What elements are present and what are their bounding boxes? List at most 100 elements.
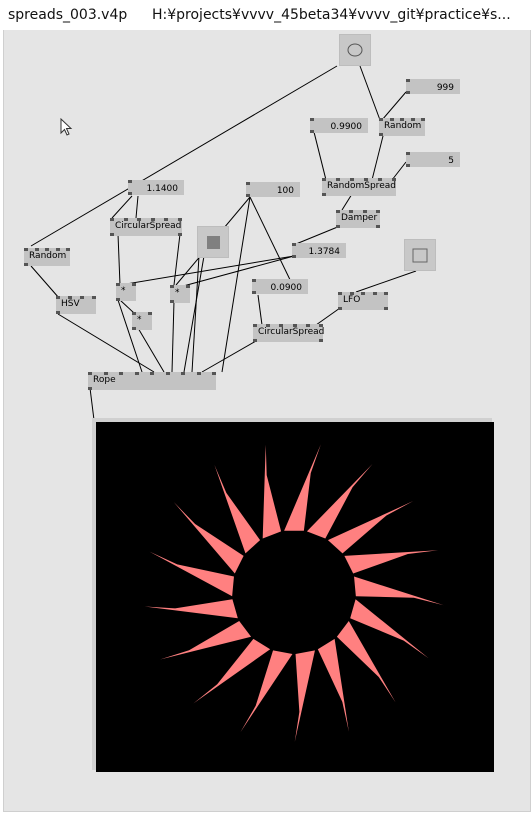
iobox-input-pins[interactable]: [246, 182, 300, 185]
node-label: *: [121, 286, 126, 296]
mouse-pointer-icon: [60, 118, 73, 136]
color-box[interactable]: [197, 226, 229, 258]
node-label: Random: [29, 251, 67, 261]
node-input-pins[interactable]: [116, 283, 136, 286]
node-output-pins[interactable]: [56, 311, 96, 314]
node-multiply-3[interactable]: *: [132, 312, 152, 330]
node-label: *: [137, 315, 142, 325]
node-label: RandomSpread: [327, 181, 396, 191]
iobox-input-pins[interactable]: [128, 180, 184, 183]
node-input-pins[interactable]: [24, 248, 70, 251]
renderer-view[interactable]: [96, 422, 494, 772]
node-output-pins[interactable]: [379, 133, 425, 136]
filled-square-icon: [207, 236, 220, 249]
star-spike: [193, 638, 271, 704]
star-spike: [344, 550, 439, 574]
node-input-pins[interactable]: [110, 218, 182, 221]
node-input-pins[interactable]: [322, 178, 396, 181]
iobox-output-pins[interactable]: [406, 91, 460, 94]
node-input-pins[interactable]: [338, 292, 388, 295]
node-label: *: [175, 288, 180, 298]
iobox-output-pins[interactable]: [406, 164, 460, 167]
node-rope[interactable]: Rope: [88, 372, 216, 390]
iobox-value: 1.1400: [146, 184, 179, 194]
iobox-input-pins[interactable]: [292, 243, 346, 246]
iobox-output-pins[interactable]: [128, 192, 184, 195]
title-bar: spreads_003.v4p H:¥projects¥vvvv_45beta3…: [0, 0, 532, 30]
iobox-input-pins[interactable]: [310, 118, 368, 121]
node-input-pins[interactable]: [88, 372, 216, 375]
node-input-pins[interactable]: [336, 210, 380, 213]
square-outline-icon: [412, 248, 428, 263]
star-spike: [354, 576, 444, 606]
node-input-pins[interactable]: [253, 324, 323, 327]
star-spike: [327, 501, 414, 554]
node-output-pins[interactable]: [132, 327, 152, 330]
iobox-input-pins[interactable]: [406, 79, 460, 82]
node-label: LFO: [343, 295, 361, 305]
star-spike: [336, 621, 396, 703]
node-circular-spread-bottom[interactable]: CircularSpread: [253, 324, 325, 342]
node-output-pins[interactable]: [116, 298, 136, 301]
node-input-pins[interactable]: [170, 285, 190, 288]
iobox-1-3784[interactable]: 1.3784: [292, 243, 346, 258]
node-output-pins[interactable]: [338, 307, 388, 310]
window-path: H:¥projects¥vvvv_45beta34¥vvvv_git¥pract…: [152, 7, 511, 23]
star-spike: [173, 502, 244, 574]
iobox-value: 999: [436, 83, 454, 93]
star-spike: [240, 650, 293, 733]
iobox-output-pins[interactable]: [310, 130, 368, 133]
node-label: CircularSpread: [258, 327, 325, 337]
iobox-input-pins[interactable]: [252, 279, 308, 282]
node-input-pins[interactable]: [132, 312, 152, 315]
iobox-1-1400[interactable]: 1.1400: [128, 180, 184, 195]
iobox-output-pins[interactable]: [292, 255, 346, 258]
node-lfo[interactable]: LFO: [338, 292, 388, 310]
star-spike: [284, 444, 321, 531]
node-multiply-2[interactable]: *: [170, 285, 190, 303]
star-spike: [306, 464, 373, 539]
node-random-spread[interactable]: RandomSpread: [322, 178, 396, 196]
node-random-left[interactable]: Random: [24, 248, 70, 266]
node-random-top[interactable]: Random: [379, 118, 425, 136]
star-spike: [262, 444, 282, 539]
node-output-pins[interactable]: [322, 193, 396, 196]
iobox-0-0900[interactable]: 0.0900: [252, 279, 308, 294]
circle-icon: [347, 43, 363, 57]
iobox-input-pins[interactable]: [406, 152, 460, 155]
node-label: Random: [384, 121, 422, 131]
node-hsv[interactable]: HSV: [56, 296, 96, 314]
node-label: Damper: [341, 213, 378, 223]
patch-wires: [30, 65, 417, 421]
bang-toggle[interactable]: [339, 34, 371, 66]
node-output-pins[interactable]: [24, 263, 70, 266]
iobox-value: 0.9900: [330, 122, 363, 132]
iobox-100[interactable]: 100: [246, 182, 300, 197]
node-circular-spread-top[interactable]: CircularSpread: [110, 218, 182, 236]
iobox-5[interactable]: 5: [406, 152, 460, 167]
node-input-pins[interactable]: [379, 118, 425, 121]
lfo-toggle[interactable]: [404, 239, 436, 271]
iobox-0-9900[interactable]: 0.9900: [310, 118, 368, 133]
node-input-pins[interactable]: [56, 296, 96, 299]
iobox-output-pins[interactable]: [246, 194, 300, 197]
node-damper[interactable]: Damper: [336, 210, 380, 228]
iobox-999[interactable]: 999: [406, 79, 460, 94]
patch-canvas[interactable]: 999 0.9900 5 1.1400 100 1.3784 0.0900 Ra…: [3, 30, 531, 812]
node-output-pins[interactable]: [88, 387, 216, 390]
node-output-pins[interactable]: [336, 225, 380, 228]
node-label: HSV: [61, 299, 80, 309]
iobox-value: 0.0900: [270, 283, 303, 293]
star-spike: [317, 638, 349, 732]
iobox-value: 5: [448, 156, 454, 166]
node-label: Rope: [93, 375, 116, 385]
star-spike: [350, 599, 429, 659]
node-multiply-1[interactable]: *: [116, 283, 136, 301]
star-spike: [144, 599, 238, 619]
node-output-pins[interactable]: [170, 300, 190, 303]
node-output-pins[interactable]: [253, 339, 323, 342]
star-spike: [149, 551, 234, 597]
node-output-pins[interactable]: [110, 233, 182, 236]
iobox-output-pins[interactable]: [252, 291, 308, 294]
iobox-value: 1.3784: [308, 247, 341, 257]
